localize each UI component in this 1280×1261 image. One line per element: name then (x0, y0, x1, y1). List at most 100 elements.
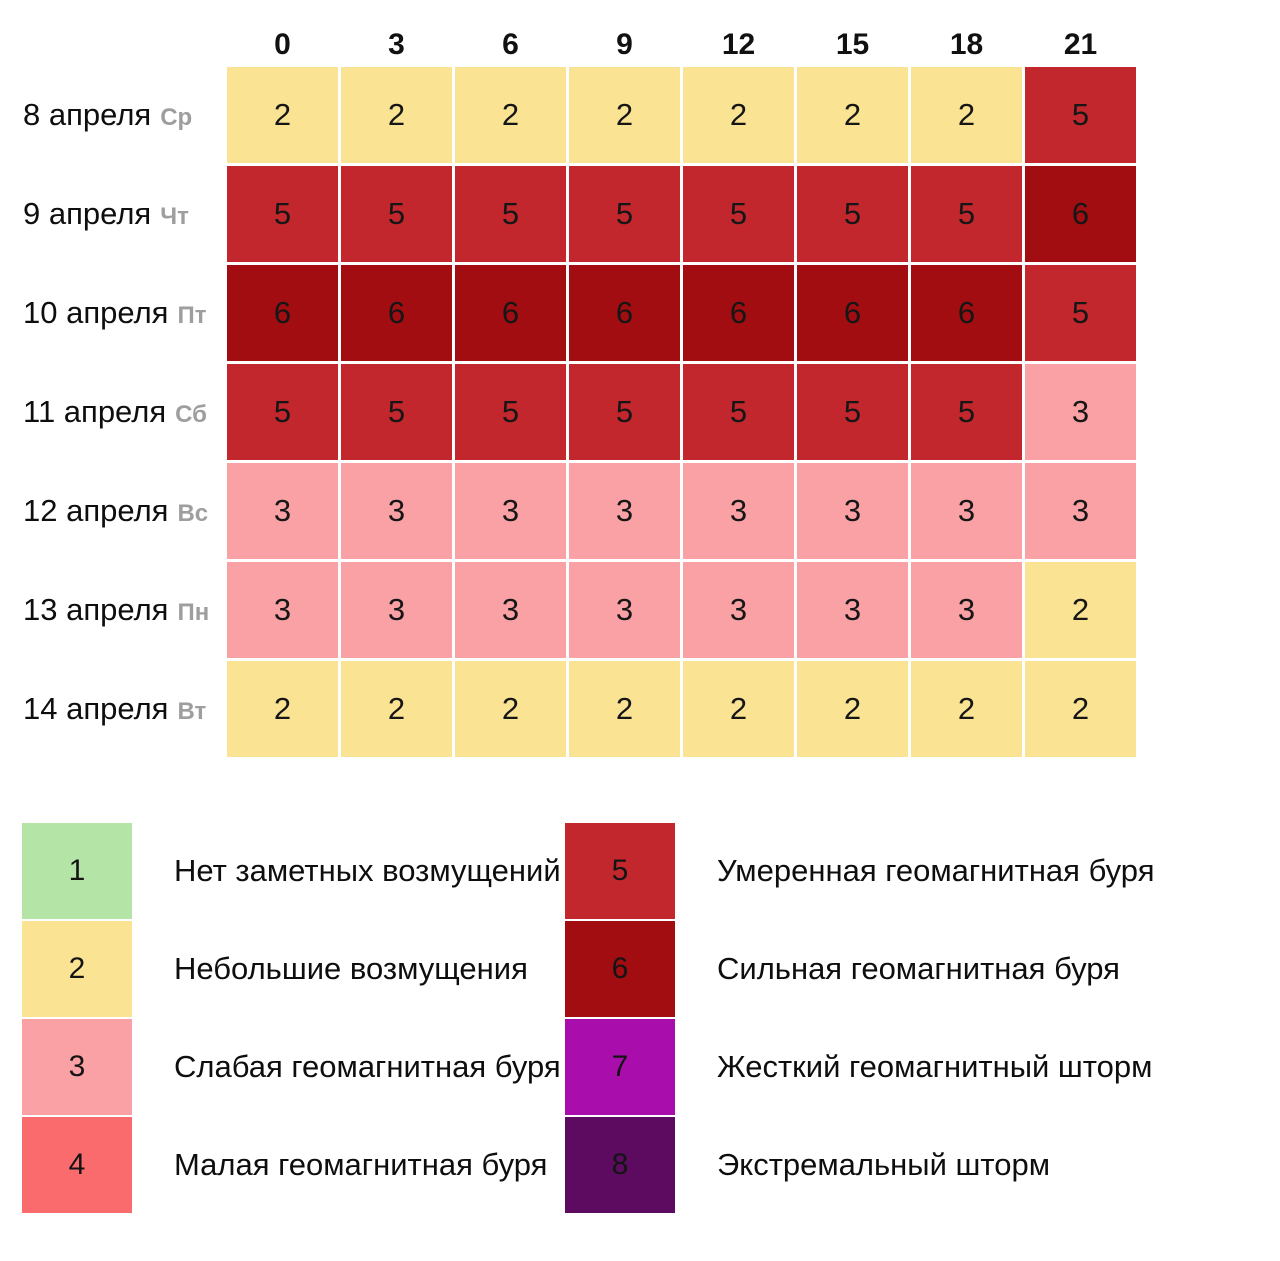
kp-value-cell: 6 (797, 265, 908, 361)
kp-value-cell: 5 (797, 166, 908, 262)
kp-value-cell: 6 (1025, 166, 1136, 262)
kp-forecast-table: 0 3 6 9 12 15 18 21 8 апреля Ср 2 2 2 2 2 2 2 5 9 апреля Чт… (23, 25, 1136, 757)
date-label: 8 апреля (23, 97, 152, 132)
legend-label: Малая геомагнитная буря (174, 1147, 548, 1182)
date-label: 9 апреля (23, 196, 152, 231)
weekday-label: Чт (160, 203, 189, 230)
legend-label: Экстремальный шторм (717, 1147, 1051, 1182)
weekday-label: Пт (177, 302, 207, 329)
legend-item: 2 Небольшие возмущения (22, 921, 561, 1017)
kp-value-cell: 3 (569, 562, 680, 658)
kp-value-cell: 3 (911, 463, 1022, 559)
legend-swatch: 1 (22, 823, 132, 919)
kp-value-cell: 2 (1025, 562, 1136, 658)
kp-value-cell: 5 (1025, 265, 1136, 361)
weekday-label: Вс (177, 500, 209, 527)
kp-value-cell: 2 (455, 661, 566, 757)
kp-value-cell: 5 (1025, 67, 1136, 163)
kp-value-cell: 3 (1025, 364, 1136, 460)
legend-item: 5 Умеренная геомагнитная буря (565, 823, 1154, 919)
row-label: 12 апреля Вс (23, 463, 224, 559)
kp-value-cell: 2 (341, 661, 452, 757)
kp-value-cell: 2 (911, 661, 1022, 757)
weekday-label: Сб (175, 401, 207, 428)
kp-value-cell: 3 (455, 562, 566, 658)
kp-value-cell: 2 (227, 661, 338, 757)
kp-value-cell: 6 (683, 265, 794, 361)
hour-header: 18 (949, 27, 984, 61)
kp-value-cell: 5 (911, 166, 1022, 262)
kp-value-cell: 3 (341, 463, 452, 559)
legend-item: 6 Сильная геомагнитная буря (565, 921, 1154, 1017)
kp-value-cell: 6 (911, 265, 1022, 361)
kp-value-cell: 5 (569, 166, 680, 262)
row-label: 14 апреля Вт (23, 661, 224, 757)
kp-value-cell: 3 (797, 562, 908, 658)
kp-value-cell: 3 (797, 463, 908, 559)
legend-item: 3 Слабая геомагнитная буря (22, 1019, 561, 1115)
legend-label: Слабая геомагнитная буря (174, 1049, 561, 1084)
legend-swatch: 2 (22, 921, 132, 1017)
kp-value-cell: 3 (911, 562, 1022, 658)
hour-header: 6 (502, 27, 519, 61)
kp-value-cell: 5 (911, 364, 1022, 460)
date-label: 12 апреля (23, 493, 169, 528)
hour-header: 0 (274, 27, 291, 61)
kp-value-cell: 3 (227, 463, 338, 559)
legend-label: Жесткий геомагнитный шторм (717, 1049, 1153, 1084)
kp-value-cell: 2 (455, 67, 566, 163)
legend-swatch: 7 (565, 1019, 675, 1115)
row-label: 11 апреля Сб (23, 364, 224, 460)
kp-value-cell: 3 (227, 562, 338, 658)
hour-header: 9 (616, 27, 633, 61)
kp-value-cell: 3 (683, 463, 794, 559)
legend-label: Сильная геомагнитная буря (717, 951, 1120, 986)
legend-label: Нет заметных возмущений (174, 853, 561, 888)
kp-value-cell: 2 (797, 67, 908, 163)
kp-value-cell: 3 (341, 562, 452, 658)
legend-swatch: 4 (22, 1117, 132, 1213)
weekday-label: Пн (177, 599, 210, 626)
row-label: 13 апреля Пн (23, 562, 224, 658)
weekday-label: Ср (160, 104, 193, 131)
kp-value-cell: 2 (683, 661, 794, 757)
kp-value-cell: 6 (569, 265, 680, 361)
kp-value-cell: 5 (797, 364, 908, 460)
kp-value-cell: 5 (227, 364, 338, 460)
kp-value-cell: 2 (341, 67, 452, 163)
date-label: 11 апреля (23, 394, 167, 429)
kp-value-cell: 5 (341, 364, 452, 460)
kp-value-cell: 2 (1025, 661, 1136, 757)
kp-value-cell: 2 (911, 67, 1022, 163)
kp-value-cell: 5 (455, 364, 566, 460)
kp-value-cell: 5 (227, 166, 338, 262)
kp-value-cell: 5 (455, 166, 566, 262)
hour-header: 21 (1063, 27, 1098, 61)
kp-value-cell: 5 (569, 364, 680, 460)
legend-swatch: 6 (565, 921, 675, 1017)
kp-value-cell: 3 (683, 562, 794, 658)
table-corner (23, 25, 224, 64)
kp-value-cell: 6 (227, 265, 338, 361)
kp-value-cell: 3 (569, 463, 680, 559)
legend-item: 1 Нет заметных возмущений (22, 823, 561, 919)
kp-value-cell: 5 (341, 166, 452, 262)
legend-item: 4 Малая геомагнитная буря (22, 1117, 561, 1213)
kp-value-cell: 2 (569, 661, 680, 757)
date-label: 14 апреля (23, 691, 169, 726)
legend-label: Умеренная геомагнитная буря (717, 853, 1155, 888)
weekday-label: Вт (177, 698, 207, 725)
hour-header: 3 (388, 27, 405, 61)
legend-swatch: 3 (22, 1019, 132, 1115)
hour-header: 15 (835, 27, 870, 61)
hour-header: 12 (721, 27, 756, 61)
kp-value-cell: 3 (455, 463, 566, 559)
kp-value-cell: 2 (227, 67, 338, 163)
legend-item: 8 Экстремальный шторм (565, 1117, 1154, 1213)
kp-value-cell: 2 (569, 67, 680, 163)
row-label: 8 апреля Ср (23, 67, 224, 163)
kp-value-cell: 2 (683, 67, 794, 163)
kp-value-cell: 5 (683, 166, 794, 262)
legend-column-left: 1 Нет заметных возмущений 2 Небольшие возму… (22, 823, 561, 1215)
date-label: 13 апреля (23, 592, 169, 627)
